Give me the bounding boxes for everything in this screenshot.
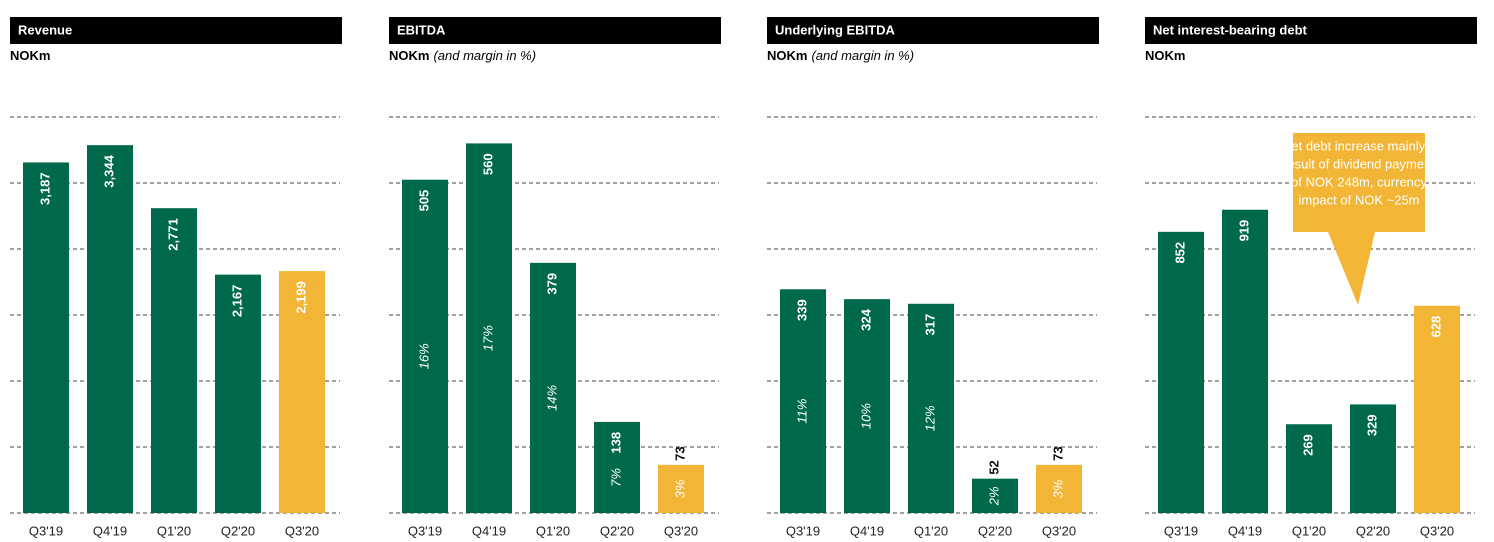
x-tick-label: Q1'20: [1292, 523, 1326, 538]
bar: [1414, 305, 1460, 513]
value-label: 560: [480, 153, 495, 175]
bar: [151, 208, 197, 513]
title-bar: [767, 17, 1099, 44]
value-label: 2,771: [165, 218, 180, 251]
value-label: 919: [1236, 220, 1251, 242]
title-bar: [1145, 17, 1477, 44]
bar: [1350, 404, 1396, 513]
bar: [594, 421, 640, 513]
bar: [402, 179, 448, 513]
subtitle-unit: NOKm: [767, 48, 807, 63]
margin-label: 14%: [544, 385, 559, 411]
value-label: 73: [1050, 446, 1065, 460]
bar: [1158, 231, 1204, 513]
x-tick-label: Q2'20: [1356, 523, 1390, 538]
bar: [780, 289, 826, 513]
subtitle-unit: NOKm: [10, 48, 50, 63]
value-label: 852: [1172, 242, 1187, 264]
annotation-text: of NOK 248m, currency: [1291, 174, 1427, 189]
chart-subtitle: NOKm: [1145, 48, 1185, 63]
bar: [279, 271, 325, 513]
bar: [87, 145, 133, 513]
bar: [215, 274, 261, 513]
chart-subtitle: NOKm: [10, 48, 50, 63]
value-label: 3,187: [37, 172, 52, 205]
x-tick-label: Q3'19: [29, 523, 63, 538]
value-label: 329: [1364, 414, 1379, 436]
bar: [1036, 464, 1082, 513]
chart-subtitle: NOKm (and margin in %): [767, 48, 914, 63]
bar: [466, 143, 512, 513]
bar: [844, 299, 890, 513]
subtitle-unit: NOKm: [1145, 48, 1185, 63]
margin-label: 17%: [480, 325, 495, 351]
margin-label: 2%: [986, 486, 1001, 506]
margin-label: 3%: [672, 480, 687, 499]
value-label: 269: [1300, 434, 1315, 456]
subtitle-unit: NOKm: [389, 48, 429, 63]
x-tick-label: Q3'19: [786, 523, 820, 538]
annotation-callout: [1293, 133, 1425, 305]
x-tick-label: Q2'20: [221, 523, 255, 538]
value-label: 628: [1428, 316, 1443, 338]
value-label: 2,167: [229, 285, 244, 318]
margin-label: 12%: [922, 405, 937, 431]
title-bar: [10, 17, 342, 44]
value-label: 505: [416, 190, 431, 212]
subtitle-note: (and margin in %): [433, 48, 536, 63]
bar: [1222, 209, 1268, 514]
chart-title: EBITDA: [397, 22, 446, 37]
x-tick-label: Q3'19: [1164, 523, 1198, 538]
x-tick-label: Q3'20: [285, 523, 319, 538]
margin-label: 3%: [1050, 480, 1065, 499]
value-label: 52: [986, 460, 1001, 474]
annotation-text: impact of NOK ~25m: [1298, 192, 1419, 207]
x-tick-label: Q1'20: [157, 523, 191, 538]
bar: [908, 303, 954, 513]
bar: [23, 162, 69, 513]
x-tick-label: Q4'19: [472, 523, 506, 538]
chart-subtitle: NOKm (and margin in %): [389, 48, 536, 63]
x-tick-label: Q3'20: [664, 523, 698, 538]
bar: [1286, 424, 1332, 513]
subtitle-note: (and margin in %): [811, 48, 914, 63]
bar: [658, 464, 704, 513]
value-label: 324: [858, 308, 873, 330]
value-label: 3,344: [101, 154, 116, 187]
value-label: 73: [672, 446, 687, 460]
chart-title: Underlying EBITDA: [775, 22, 896, 37]
x-tick-label: Q4'19: [1228, 523, 1262, 538]
value-label: 138: [608, 432, 623, 454]
margin-label: 16%: [416, 343, 431, 369]
value-label: 339: [794, 299, 809, 321]
annotation-text: Net debt increase mainly a: [1282, 138, 1437, 153]
chart-title: Net interest-bearing debt: [1153, 22, 1308, 37]
x-tick-label: Q4'19: [850, 523, 884, 538]
value-label: 2,199: [293, 281, 308, 314]
value-label: 379: [544, 273, 559, 295]
margin-label: 11%: [794, 399, 809, 424]
bar: [530, 262, 576, 513]
x-tick-label: Q3'20: [1420, 523, 1454, 538]
annotation-text: result of dividend payment: [1283, 156, 1435, 171]
x-tick-label: Q3'20: [1042, 523, 1076, 538]
value-label: 317: [922, 314, 937, 336]
x-tick-label: Q1'20: [536, 523, 570, 538]
chart-title: Revenue: [18, 22, 72, 37]
x-tick-label: Q2'20: [600, 523, 634, 538]
x-tick-label: Q2'20: [978, 523, 1012, 538]
bar: [972, 478, 1018, 513]
margin-label: 10%: [858, 403, 873, 429]
title-bar: [389, 17, 721, 44]
x-tick-label: Q1'20: [914, 523, 948, 538]
x-tick-label: Q4'19: [93, 523, 127, 538]
x-tick-label: Q3'19: [408, 523, 442, 538]
margin-label: 7%: [608, 468, 623, 487]
